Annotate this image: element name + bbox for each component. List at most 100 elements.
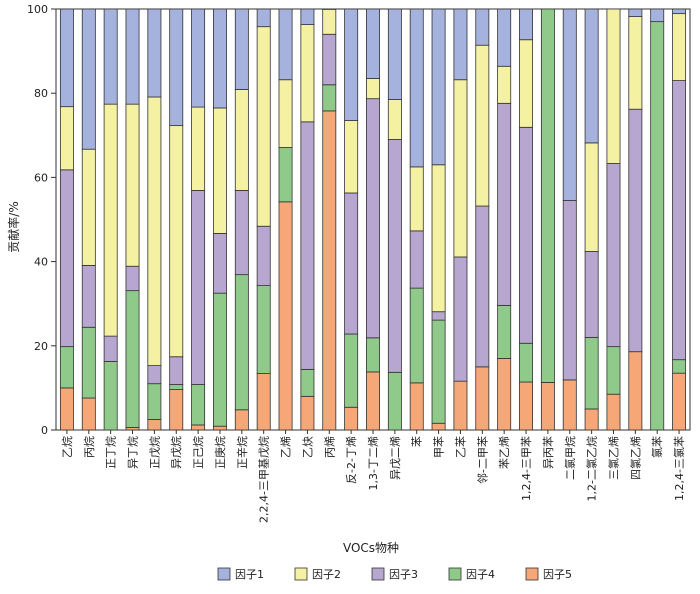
bar-segment <box>213 8 227 109</box>
bar-segment <box>125 8 140 105</box>
bar-segment <box>59 387 74 431</box>
x-tick-label: 1,2-二氯乙烷 <box>585 436 599 501</box>
bar-segment <box>213 232 227 294</box>
x-tick-label: 1,2,4-三氯苯 <box>672 436 686 501</box>
bar-segment <box>453 79 468 258</box>
bar-segment <box>125 265 140 292</box>
bar-segment <box>234 274 249 411</box>
bar-segment <box>322 110 337 431</box>
bar-segment <box>344 333 359 408</box>
bar-segment <box>366 371 380 431</box>
legend-swatch <box>294 567 308 581</box>
bar-segment <box>453 380 468 431</box>
legend-label: 因子4 <box>466 568 495 581</box>
bar-segment <box>628 8 643 17</box>
y-tick-label: 100 <box>27 3 48 16</box>
bar-segment <box>584 8 599 144</box>
bar-segment <box>497 8 512 67</box>
bar-segment <box>169 8 184 127</box>
bar-segment <box>103 335 118 362</box>
bar-segment <box>234 8 249 90</box>
bar-segment <box>191 8 206 108</box>
bar-segment <box>81 397 96 431</box>
legend-label: 因子1 <box>235 568 264 581</box>
bar-segment <box>256 373 271 431</box>
bar-segment <box>278 79 293 148</box>
bar-segment <box>366 78 380 100</box>
x-tick-label: 异丁烷 <box>126 436 140 469</box>
bar-segment <box>409 230 424 289</box>
bar-segment <box>366 98 380 339</box>
bar-segment <box>169 125 184 358</box>
bar-segment <box>387 99 402 140</box>
x-tick-label: 异丙苯 <box>541 436 555 469</box>
bar-segment <box>213 292 227 427</box>
bar-segment <box>191 190 206 385</box>
x-tick-label: 乙烯 <box>280 436 293 458</box>
x-tick-label: 苯乙烯 <box>497 436 511 469</box>
bar-segment <box>431 8 446 166</box>
bar-segment <box>344 8 359 121</box>
bar-segment <box>278 8 293 81</box>
bar-segment <box>497 102 512 306</box>
bar-segment <box>387 371 402 431</box>
bar-segment <box>584 408 599 431</box>
bar-segment <box>300 8 315 25</box>
bar-segment <box>672 359 687 374</box>
plot-area <box>55 8 691 431</box>
bar-segment <box>628 16 643 110</box>
x-tick-label: 正庚烷 <box>213 436 227 469</box>
bar-segment <box>125 290 140 428</box>
x-tick-label: 1,2,4-三甲苯 <box>519 436 533 501</box>
x-tick-label: 丙烷 <box>82 436 96 458</box>
x-tick-label: 三氯乙烯 <box>607 436 621 480</box>
bar-segment <box>475 366 490 431</box>
bar-segment <box>322 84 337 112</box>
legend-swatch <box>525 567 539 581</box>
bar-segment <box>125 103 140 267</box>
bar-segment <box>234 190 249 276</box>
bar-segment <box>322 33 337 86</box>
bar-segment <box>59 106 74 171</box>
bar-segment <box>234 89 249 191</box>
x-tick-label: 正戊烷 <box>147 436 161 469</box>
bar-segment <box>606 8 621 164</box>
bar-segment <box>519 39 533 128</box>
bar-segment <box>650 8 665 23</box>
bar-segment <box>366 8 380 79</box>
bar-segment <box>387 8 402 100</box>
bar-segment <box>278 201 293 431</box>
bar-segment <box>300 395 315 431</box>
bar-segment <box>519 342 533 383</box>
bar-segment <box>453 8 468 81</box>
bar-segment <box>409 166 424 232</box>
bar-segment <box>103 360 118 431</box>
x-tick-label: 2,2,4-三甲基戊烷 <box>257 436 271 523</box>
bar-segment <box>431 422 446 431</box>
bar-segment <box>453 256 468 382</box>
bar-segment <box>300 24 315 123</box>
bar-segment <box>213 425 227 431</box>
bar-segment <box>256 26 271 227</box>
y-tick-label: 80 <box>34 87 48 100</box>
bar-segment <box>562 8 577 201</box>
bar-segment <box>409 8 424 168</box>
x-tick-label: 1,3-丁二烯 <box>367 436 380 490</box>
bar-segment <box>584 251 599 338</box>
x-axis-title: VOCs物种 <box>343 541 399 555</box>
bar-segment <box>81 148 96 266</box>
x-tick-label: 四氯乙烯 <box>628 436 642 480</box>
y-tick-label: 60 <box>34 171 48 184</box>
x-tick-label: 乙苯 <box>453 436 467 458</box>
bar-segment <box>519 8 533 41</box>
bar-segment <box>431 311 446 321</box>
bar-segment <box>431 164 446 313</box>
bar-segment <box>103 103 118 337</box>
bar-segment <box>256 225 271 287</box>
bar-segment <box>562 379 577 431</box>
y-tick-label: 40 <box>34 256 48 269</box>
bar-segment <box>475 8 490 46</box>
bar-segment <box>103 8 118 105</box>
bar-segment <box>387 139 402 373</box>
bar-segment <box>191 106 206 191</box>
